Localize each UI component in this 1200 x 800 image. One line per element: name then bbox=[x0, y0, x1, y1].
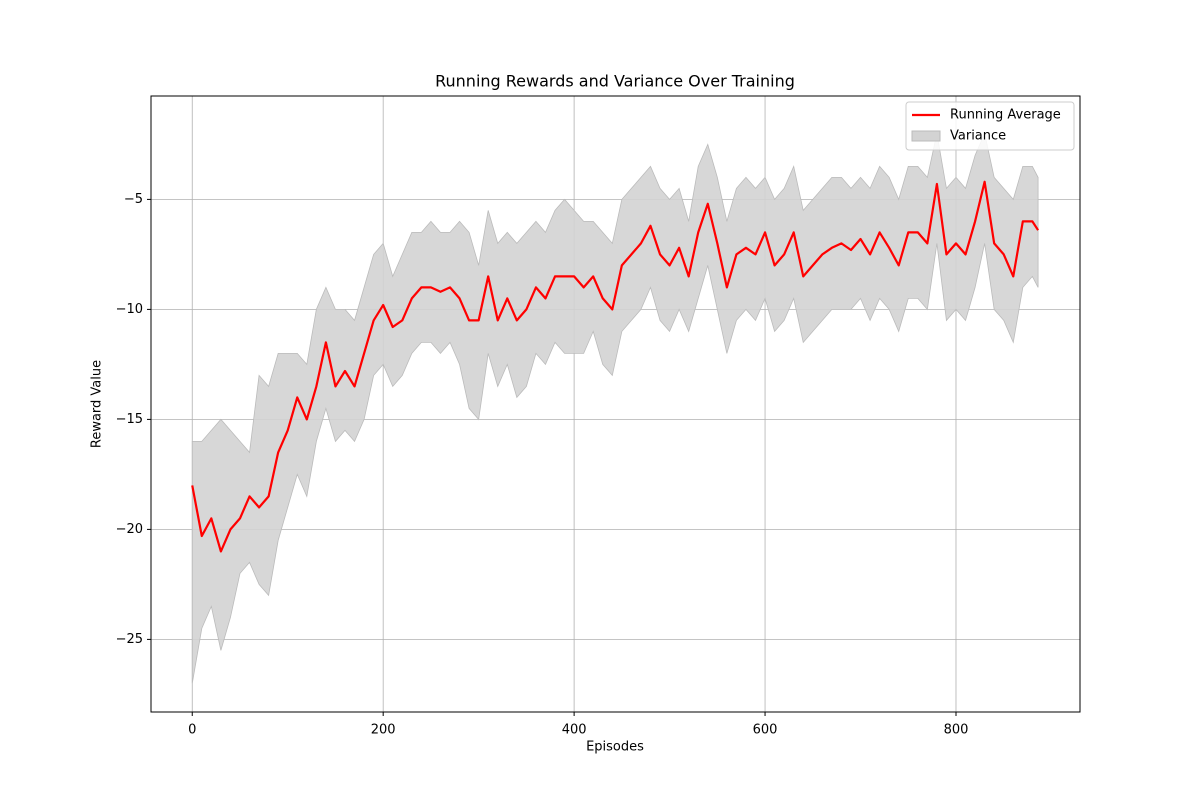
y-tick-label: −25 bbox=[116, 632, 143, 647]
y-tick-label: −20 bbox=[116, 522, 143, 537]
x-tick-label: 0 bbox=[188, 723, 196, 738]
legend-swatch bbox=[911, 130, 941, 142]
x-tick-label: 400 bbox=[562, 723, 587, 738]
x-tick-label: 800 bbox=[944, 723, 969, 738]
legend-box bbox=[905, 101, 1075, 151]
variance-band bbox=[191, 132, 1039, 684]
y-tick-label: −5 bbox=[124, 192, 143, 207]
x-axis-label: Episodes bbox=[586, 740, 644, 755]
chart-title: Running Rewards and Variance Over Traini… bbox=[435, 72, 795, 91]
plot-frame bbox=[150, 95, 1081, 713]
y-tick-label: −10 bbox=[116, 302, 143, 317]
legend-label: Variance bbox=[950, 129, 1006, 144]
x-tick-label: 600 bbox=[753, 723, 778, 738]
y-axis-label: Reward Value bbox=[90, 360, 105, 448]
y-tick-label: −15 bbox=[116, 412, 143, 427]
legend-label: Running Average bbox=[950, 108, 1061, 123]
x-tick-label: 200 bbox=[371, 723, 396, 738]
running-average-line bbox=[191, 180, 1040, 553]
